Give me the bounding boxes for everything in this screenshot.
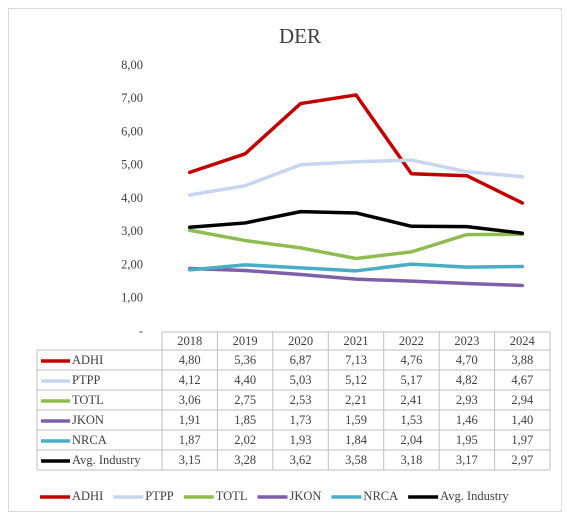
table-row-label: ADHI xyxy=(72,353,103,367)
table-row-label: TOTL xyxy=(72,393,104,407)
table-cell: 3,17 xyxy=(456,453,478,467)
table-cell: 2,94 xyxy=(511,393,534,407)
table-cell: 1,40 xyxy=(511,413,533,427)
legend-label: Avg. Industry xyxy=(440,489,509,503)
table-row-label: JKON xyxy=(72,413,104,427)
table-cell: 5,36 xyxy=(234,353,256,367)
table-row-label: Avg. Industry xyxy=(72,453,141,467)
table-cell: 2,41 xyxy=(400,393,422,407)
table-cell: 1,87 xyxy=(179,433,201,447)
y-tick-label: 2,00 xyxy=(121,257,143,271)
series-line xyxy=(187,262,525,273)
table-cell: 4,80 xyxy=(179,353,201,367)
series-line xyxy=(187,158,525,197)
table-cell: 5,03 xyxy=(290,373,312,387)
table-cell: 3,06 xyxy=(179,393,201,407)
legend-label: NRCA xyxy=(363,489,398,503)
table-cell: 1,85 xyxy=(234,413,256,427)
table-cell: 1,46 xyxy=(456,413,478,427)
table-cell: 2,93 xyxy=(456,393,478,407)
y-tick-label: 6,00 xyxy=(121,124,143,138)
x-tick-label: 2021 xyxy=(344,334,369,348)
table-cell: 3,18 xyxy=(400,453,422,467)
series-line xyxy=(187,228,525,261)
y-tick-label: 3,00 xyxy=(121,224,143,238)
x-tick-label: 2018 xyxy=(177,334,202,348)
table-row-label: NRCA xyxy=(72,433,107,447)
y-tick-label: 7,00 xyxy=(121,91,143,105)
table-cell: 4,40 xyxy=(234,373,256,387)
y-tick-label: 4,00 xyxy=(121,191,143,205)
table-cell: 3,58 xyxy=(345,453,367,467)
table-cell: 2,75 xyxy=(234,393,256,407)
table-cell: 5,17 xyxy=(400,373,422,387)
series-line xyxy=(187,93,525,205)
legend-label: JKON xyxy=(289,489,321,503)
table-cell: 3,62 xyxy=(290,453,312,467)
table-cell: 2,04 xyxy=(400,433,423,447)
legend-label: ADHI xyxy=(72,489,103,503)
table-cell: 7,13 xyxy=(345,353,367,367)
table-cell: 1,53 xyxy=(400,413,422,427)
y-tick-label: - xyxy=(139,324,143,338)
legend-label: PTPP xyxy=(145,489,174,503)
x-tick-label: 2022 xyxy=(399,334,424,348)
table-cell: 1,93 xyxy=(290,433,312,447)
x-tick-label: 2019 xyxy=(233,334,258,348)
table-cell: 4,70 xyxy=(456,353,478,367)
series-line xyxy=(187,209,525,235)
table-cell: 1,97 xyxy=(511,433,533,447)
table-cell: 1,73 xyxy=(290,413,312,427)
legend-label: TOTL xyxy=(216,489,248,503)
series-line xyxy=(187,266,525,288)
table-cell: 1,95 xyxy=(456,433,478,447)
table-cell: 4,67 xyxy=(511,373,533,387)
table-cell: 3,88 xyxy=(511,353,533,367)
table-cell: 2,97 xyxy=(511,453,533,467)
y-tick-label: 1,00 xyxy=(121,291,143,305)
chart-frame xyxy=(8,8,562,512)
table-cell: 4,76 xyxy=(400,353,422,367)
table-cell: 4,12 xyxy=(179,373,201,387)
x-tick-label: 2023 xyxy=(454,334,479,348)
x-tick-label: 2020 xyxy=(288,334,313,348)
table-cell: 1,59 xyxy=(345,413,367,427)
table-cell: 1,91 xyxy=(179,413,201,427)
table-cell: 1,84 xyxy=(345,433,368,447)
x-tick-label: 2024 xyxy=(510,334,536,348)
table-cell: 6,87 xyxy=(290,353,312,367)
table-cell: 2,21 xyxy=(345,393,367,407)
chart-title: DER xyxy=(279,24,321,48)
table-cell: 2,53 xyxy=(290,393,312,407)
table-cell: 4,82 xyxy=(456,373,478,387)
table-cell: 5,12 xyxy=(345,373,367,387)
y-tick-label: 8,00 xyxy=(121,58,143,72)
y-tick-label: 5,00 xyxy=(121,158,143,172)
table-cell: 3,28 xyxy=(234,453,256,467)
table-cell: 2,02 xyxy=(234,433,256,447)
table-row-label: PTPP xyxy=(72,373,101,387)
table-cell: 3,15 xyxy=(179,453,201,467)
